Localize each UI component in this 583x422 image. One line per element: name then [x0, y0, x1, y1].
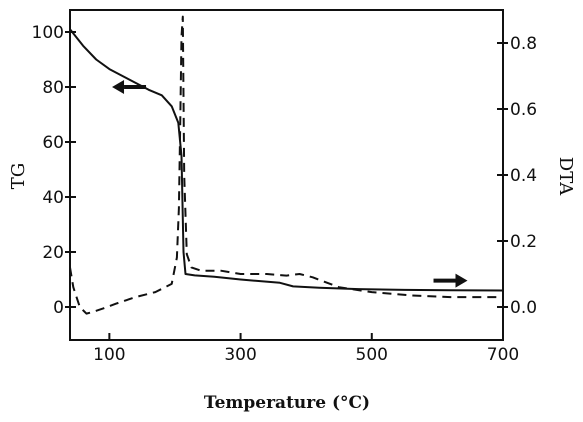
y-tick-label: 0: [53, 298, 64, 318]
x-tick-label: 300: [224, 345, 256, 365]
y-tick-label: 60: [42, 133, 64, 153]
arrow-left-icon: [112, 80, 125, 94]
series-layer: [69, 15, 504, 315]
y-axis-label: TG: [8, 163, 29, 189]
y-axis-ticks: 0 20 40 60 80 100: [32, 23, 76, 318]
y2-tick-label: 0.8: [510, 34, 537, 54]
y2-tick-label: 0.6: [510, 100, 537, 120]
y2-tick-label: 0.2: [510, 232, 537, 252]
tg-series-line: [69, 28, 504, 292]
x-tick-label: 700: [487, 345, 519, 365]
y2-axis-label: DTA: [555, 157, 576, 196]
y-tick-label: 20: [42, 243, 64, 263]
y2-tick-label: 0.4: [510, 166, 537, 186]
y2-axis-ticks: 0.0 0.2 0.4 0.6 0.8: [497, 34, 537, 318]
annotation-layer: [112, 80, 468, 288]
y-tick-label: 40: [42, 188, 64, 208]
x-axis-ticks: 100 300 500 700: [93, 333, 519, 365]
x-tick-label: 100: [93, 345, 125, 365]
y2-tick-label: 0.0: [510, 298, 537, 318]
y-tick-label: 80: [42, 78, 64, 98]
arrow-right-icon: [455, 273, 468, 288]
x-tick-label: 500: [356, 345, 388, 365]
y-tick-label: 100: [32, 23, 64, 43]
dta-series-line: [69, 15, 503, 315]
x-axis-label: Temperature (°C): [204, 393, 370, 413]
